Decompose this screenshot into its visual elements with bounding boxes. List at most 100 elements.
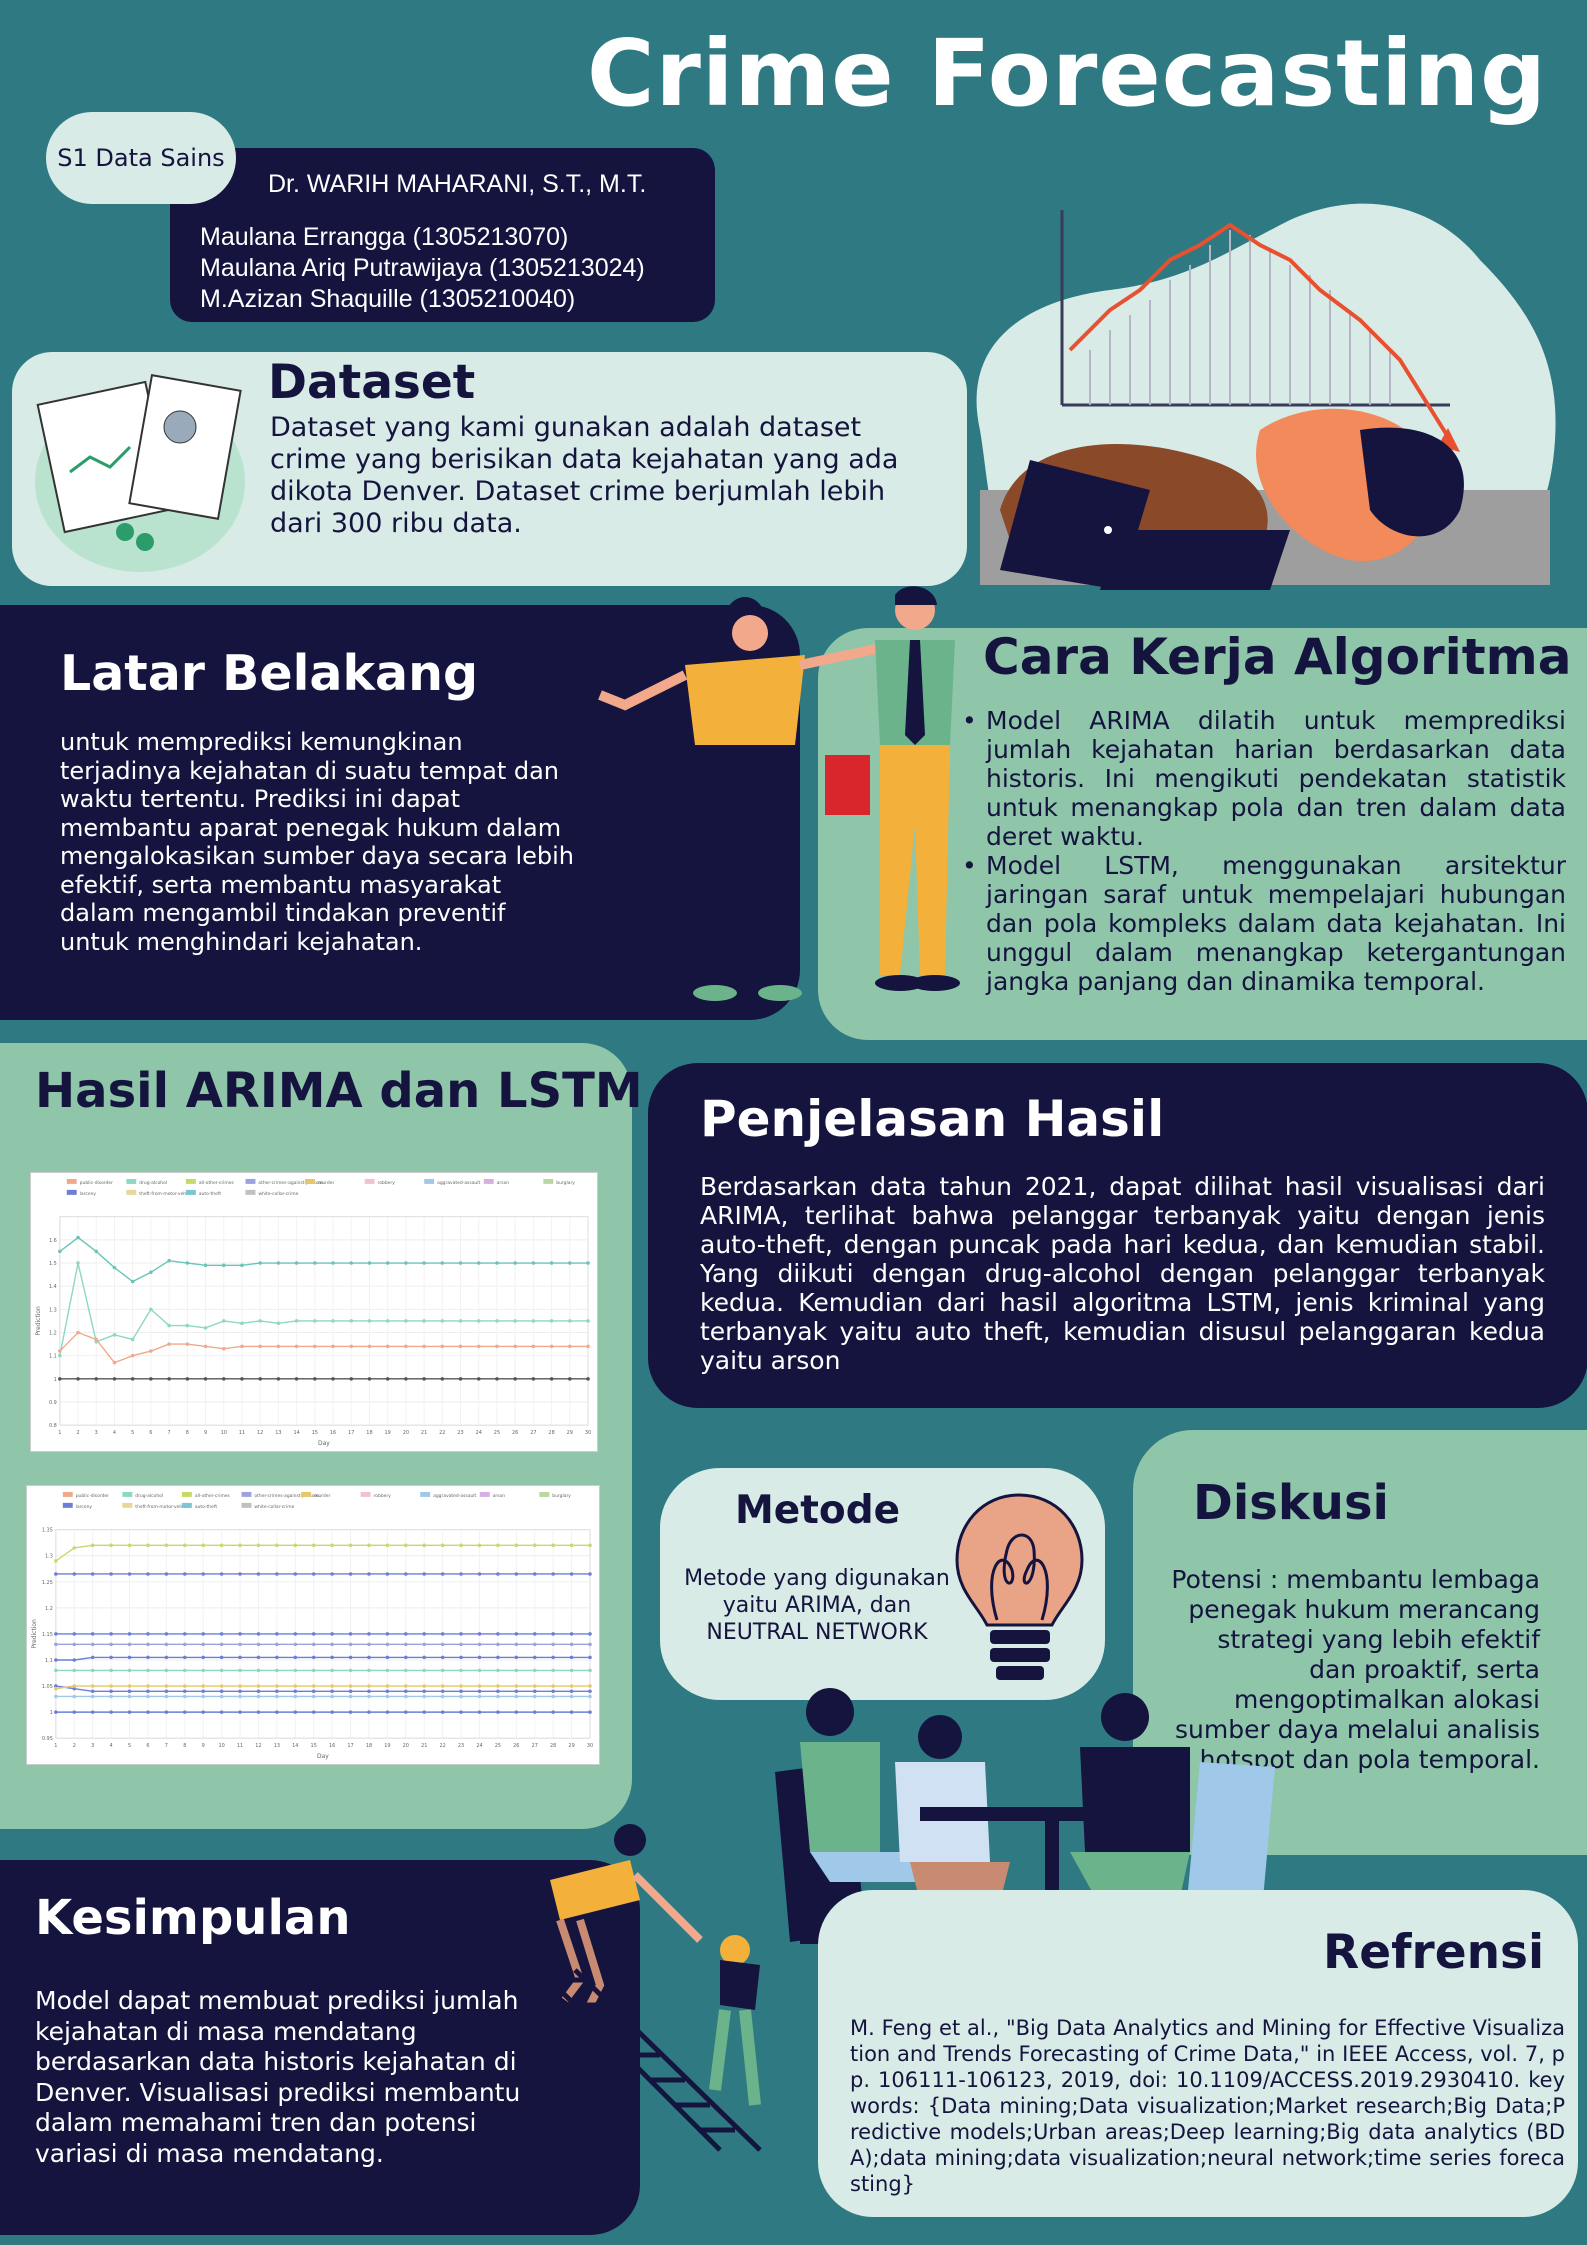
series-line (55, 1544, 591, 1562)
series-line (55, 1685, 591, 1690)
data-point (477, 1655, 482, 1660)
x-tick-label: 14 (292, 1743, 298, 1749)
diskusi-heading: Diskusi (1193, 1475, 1389, 1531)
legend-swatch (185, 1189, 196, 1195)
x-tick-label: 19 (384, 1743, 390, 1749)
legend-swatch (479, 1491, 490, 1497)
data-point (477, 1694, 482, 1699)
latar-text: untuk memprediksi kemungkinan terjadinya… (60, 728, 575, 956)
legend-swatch (185, 1178, 196, 1184)
member-list: Maulana Errangga (1305213070) Maulana Ar… (200, 222, 645, 315)
refrensi-heading: Refrensi (1323, 1925, 1545, 1980)
series-line (55, 1656, 591, 1661)
data-point (146, 1668, 150, 1673)
data-point (185, 1261, 190, 1265)
data-point (330, 1694, 334, 1699)
data-point (531, 1319, 536, 1323)
x-axis-label: Day (318, 1440, 330, 1447)
data-point (311, 1655, 316, 1660)
data-point (164, 1642, 169, 1647)
data-point (477, 1710, 482, 1714)
data-point (293, 1642, 298, 1647)
x-tick-label: 3 (91, 1743, 94, 1749)
data-point (514, 1655, 519, 1660)
data-point (313, 1261, 317, 1265)
data-point (440, 1710, 445, 1714)
data-point (311, 1642, 316, 1647)
data-point (496, 1689, 500, 1694)
legend-swatch (181, 1491, 192, 1497)
data-point (367, 1694, 371, 1699)
data-point (112, 1265, 117, 1270)
legend-label: auto-theft (199, 1191, 222, 1197)
x-tick-label: 1 (58, 1430, 61, 1436)
people-illustration (598, 586, 960, 1001)
data-point (146, 1684, 150, 1688)
data-point (146, 1710, 150, 1714)
data-point (569, 1543, 574, 1548)
x-tick-label: 10 (221, 1430, 227, 1436)
data-point (385, 1572, 390, 1576)
data-point (72, 1686, 77, 1691)
data-point (311, 1710, 316, 1714)
data-point (164, 1710, 169, 1714)
data-point (588, 1668, 592, 1673)
data-point (149, 1349, 153, 1353)
data-point (146, 1572, 150, 1576)
data-point (422, 1655, 427, 1660)
data-point (293, 1572, 298, 1576)
data-point (367, 1572, 371, 1576)
data-point (146, 1632, 150, 1636)
data-point (201, 1668, 205, 1673)
data-point (367, 1684, 371, 1688)
data-point (588, 1710, 592, 1714)
data-point (238, 1694, 242, 1699)
data-point (385, 1261, 390, 1265)
poster-title: Crime Forecasting (586, 20, 1547, 127)
arima-chart: public-disorder drug-alcohol all-other-cri… (30, 1172, 598, 1452)
data-point (90, 1632, 95, 1636)
data-point (182, 1543, 187, 1548)
data-point (422, 1319, 426, 1323)
data-point (404, 1642, 408, 1647)
data-point (532, 1543, 537, 1548)
data-point (586, 1319, 590, 1323)
x-tick-label: 18 (366, 1430, 372, 1436)
data-point (182, 1689, 187, 1694)
data-point (72, 1632, 77, 1636)
x-tick-label: 13 (274, 1743, 280, 1749)
x-tick-label: 27 (532, 1743, 538, 1749)
data-point (72, 1642, 77, 1647)
data-point (201, 1543, 205, 1548)
data-point (367, 1655, 371, 1660)
data-point (404, 1261, 408, 1265)
x-tick-label: 20 (403, 1743, 409, 1749)
data-point (348, 1655, 353, 1660)
x-tick-label: 8 (186, 1430, 189, 1436)
x-tick-label: 26 (512, 1430, 518, 1436)
legend-swatch (305, 1178, 315, 1184)
data-point (349, 1377, 354, 1381)
data-point (294, 1377, 299, 1381)
data-point (54, 1694, 58, 1699)
legend-swatch (420, 1491, 431, 1497)
data-point (496, 1684, 500, 1688)
legend-swatch (66, 1189, 77, 1195)
data-point (149, 1377, 153, 1381)
legend-label: robbery (374, 1493, 392, 1499)
data-point (182, 1684, 187, 1688)
x-tick-label: 21 (421, 1743, 427, 1749)
legend-label: other-crimes-against-persons (254, 1493, 320, 1499)
data-point (404, 1344, 408, 1349)
data-point (496, 1642, 500, 1647)
x-tick-label: 22 (439, 1430, 445, 1436)
data-point (568, 1377, 572, 1381)
data-point (514, 1689, 519, 1694)
x-tick-label: 5 (131, 1430, 134, 1436)
data-point (330, 1689, 334, 1694)
data-point (367, 1319, 372, 1323)
data-point (367, 1377, 372, 1381)
data-point (182, 1694, 187, 1699)
data-point (588, 1689, 592, 1694)
data-point (422, 1377, 426, 1381)
